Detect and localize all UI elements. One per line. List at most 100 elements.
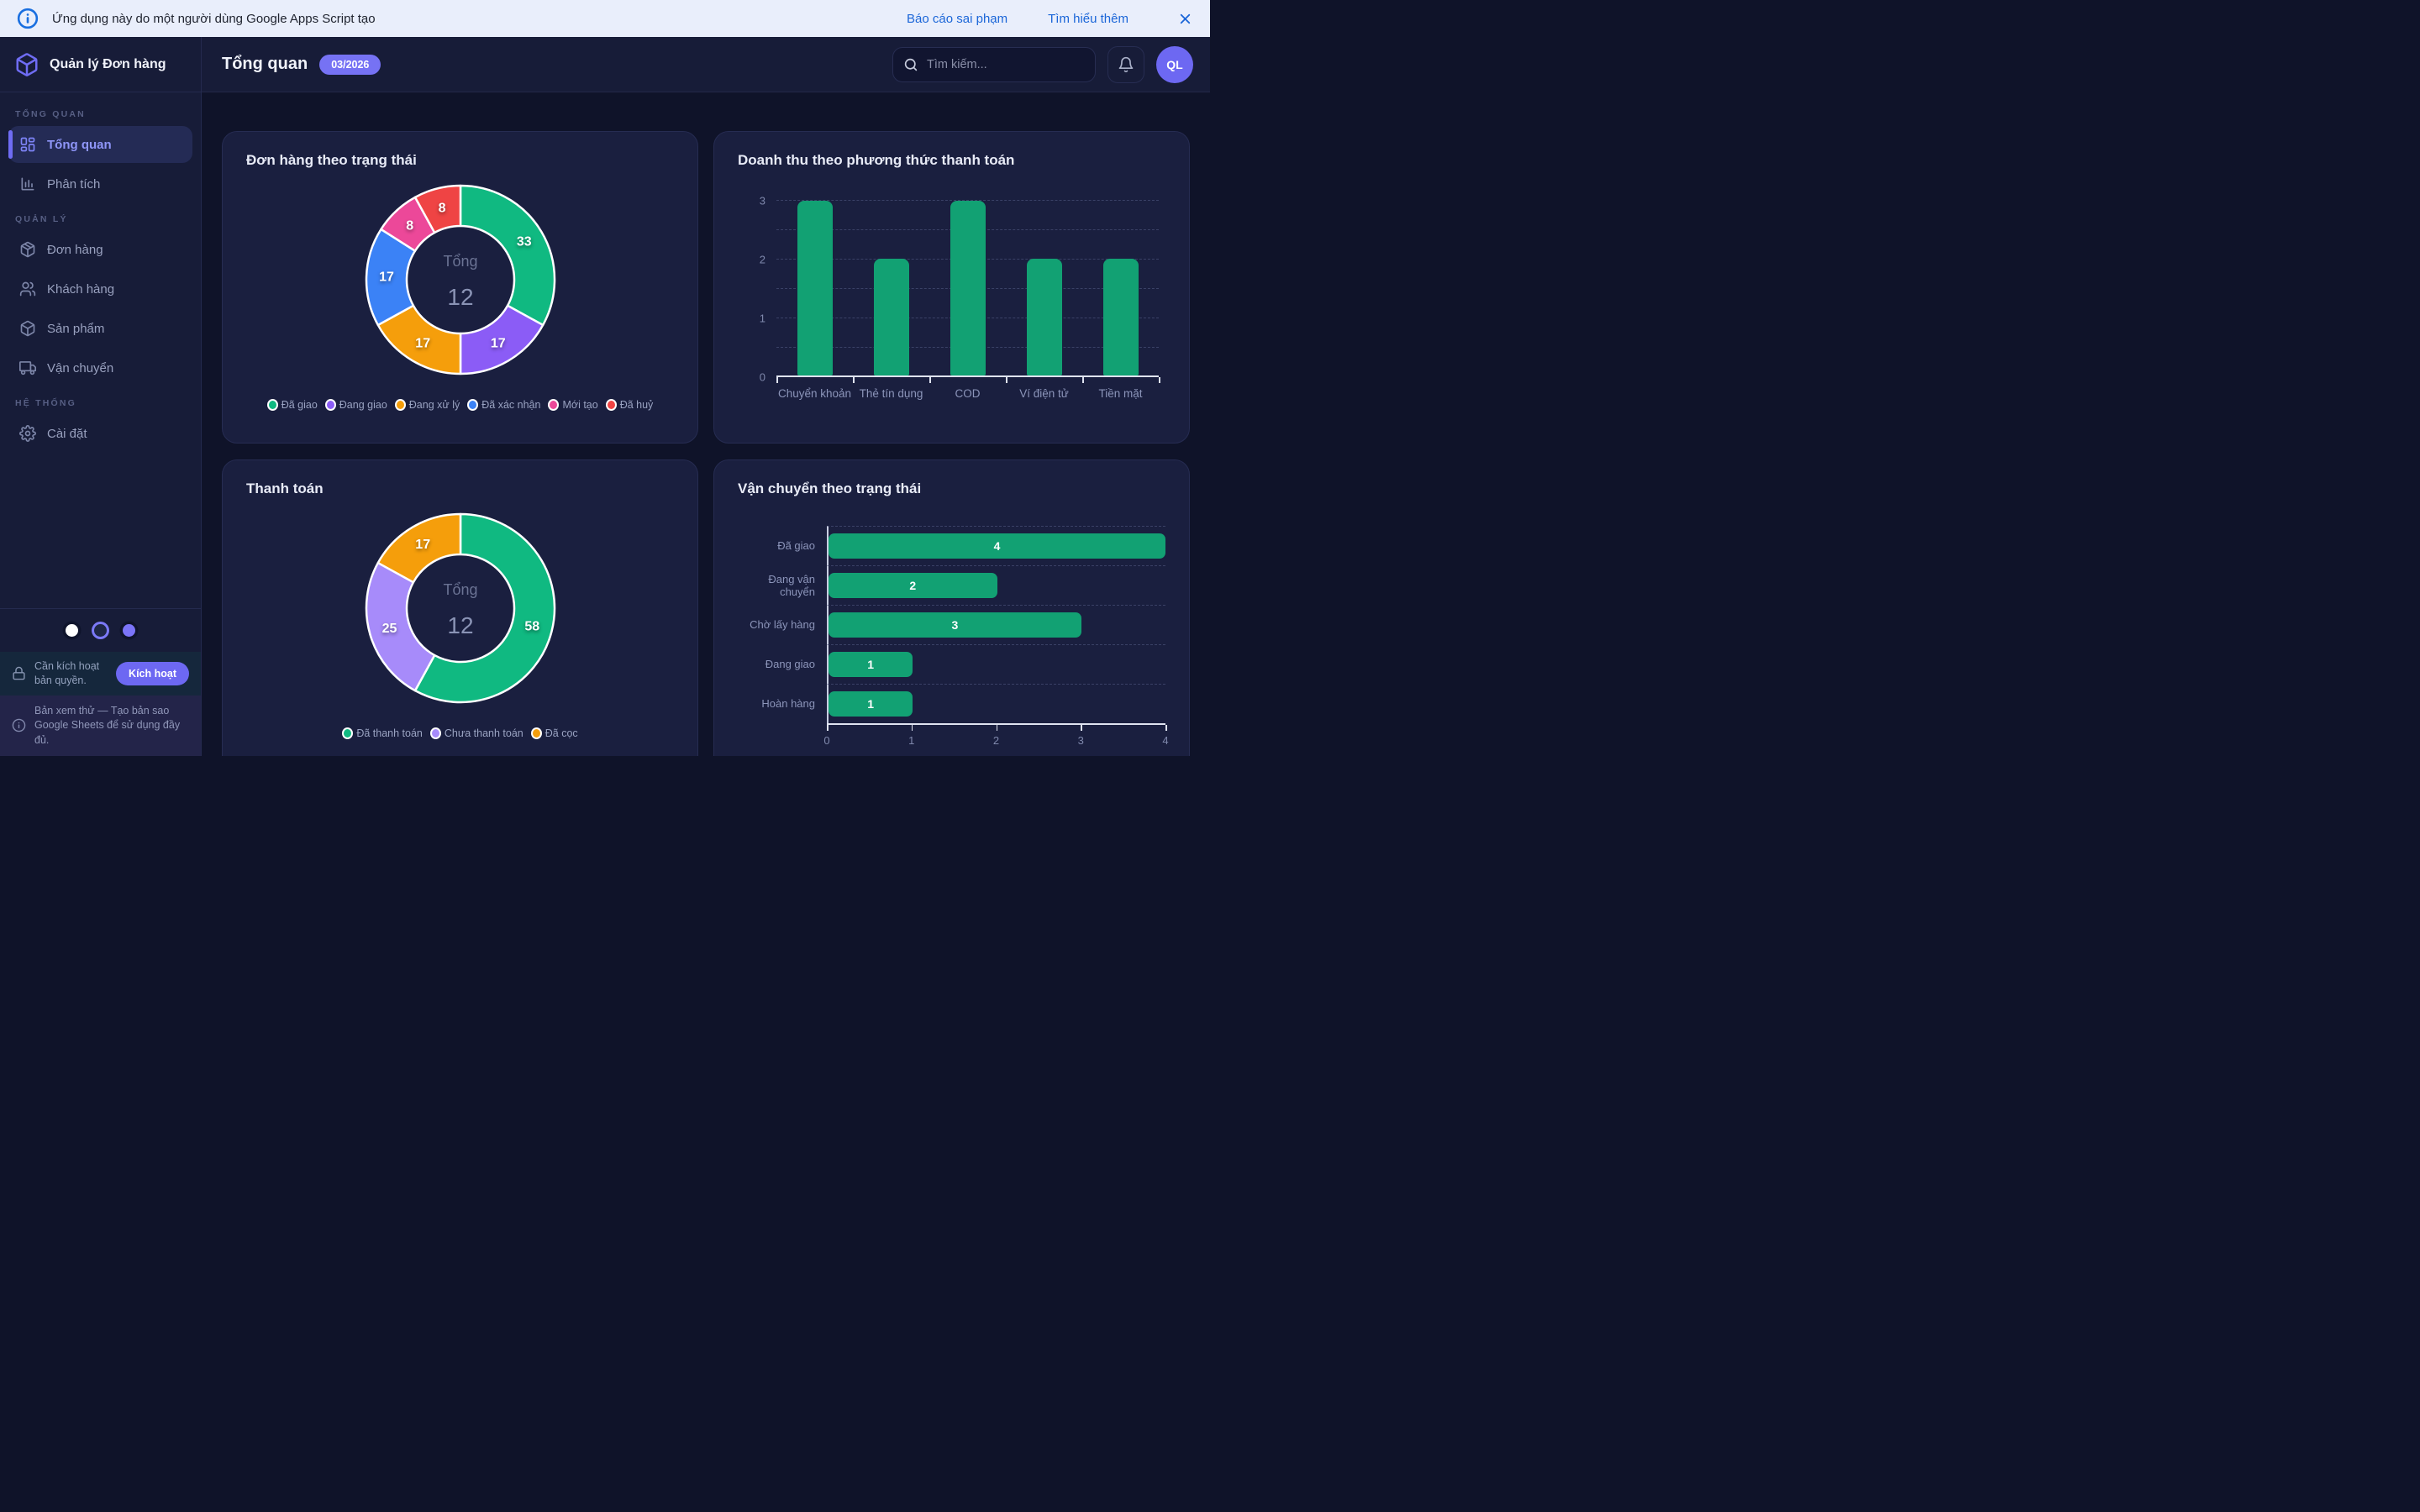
bar-value-label: 1 bbox=[867, 697, 875, 711]
donut-value-label: 17 bbox=[415, 538, 430, 552]
banner-text: Ứng dụng này do một người dùng Google Ap… bbox=[52, 11, 376, 26]
period-badge: 03/2026 bbox=[319, 54, 381, 75]
avatar[interactable]: QL bbox=[1156, 45, 1193, 83]
donut-segment-da-giao bbox=[459, 184, 555, 327]
x-tick bbox=[1159, 377, 1160, 383]
sidebar: Quản lý Đơn hàng TỔNG QUAN Tổng quan Phân … bbox=[0, 37, 202, 756]
donut-chart: Tổng 12 58 25 17 bbox=[365, 512, 555, 704]
theme-dot-1[interactable] bbox=[94, 623, 107, 637]
sidebar-item-san-pham[interactable]: Sản phẩm bbox=[8, 310, 192, 347]
legend-label: Đang xử lý bbox=[408, 399, 460, 411]
sidebar-item-label: Sản phẩm bbox=[47, 321, 105, 336]
bar-vi-dien-tu bbox=[1026, 259, 1062, 375]
x-tick-label: 2 bbox=[992, 734, 1000, 747]
x-tick bbox=[911, 725, 913, 731]
license-notice: Cần kích hoạt bản quyền. Kích hoạt bbox=[0, 651, 201, 696]
sidebar-item-tong-quan[interactable]: Tổng quan bbox=[8, 126, 192, 163]
legend-dot bbox=[605, 399, 617, 411]
y-category-label: Đã giao bbox=[777, 539, 815, 552]
legend-item-moi-tao: Mới tạo bbox=[548, 399, 598, 411]
x-tick-label: 0 bbox=[823, 734, 830, 747]
nav-section-label: QUẢN LÝ bbox=[15, 214, 68, 224]
sidebar-item-label: Phân tích bbox=[47, 176, 101, 192]
legend-label: Đã cọc bbox=[544, 727, 578, 739]
legend-dot bbox=[530, 727, 542, 739]
x-axis-labels: Chuyển khoản Thẻ tín dụng COD Ví điện tử Tiề… bbox=[776, 387, 1159, 400]
y-tick-label: 0 bbox=[759, 370, 765, 384]
x-tick bbox=[1165, 725, 1167, 731]
box-icon bbox=[19, 320, 36, 337]
hbar-track: 2 bbox=[827, 565, 1165, 605]
sidebar-item-van-chuyen[interactable]: Vận chuyển bbox=[8, 349, 192, 386]
sidebar-nav: TỔNG QUAN Tổng quan Phân tích QUẢN LÝ Đơn hà… bbox=[0, 92, 201, 608]
notifications-button[interactable] bbox=[1107, 45, 1144, 83]
x-tick-label: 4 bbox=[1162, 734, 1169, 747]
cube-logo-icon bbox=[14, 52, 39, 77]
bar-cho-lay-hang-2: 3 bbox=[829, 612, 1081, 638]
chart-legend: Đã thanh toán Chưa thanh toán Đã cọc bbox=[246, 727, 674, 739]
theme-dot-2[interactable] bbox=[123, 623, 135, 637]
hbar-track: 1 bbox=[827, 644, 1165, 684]
donut-value-label: 8 bbox=[406, 218, 413, 233]
hbar-row: Đang giao 1 bbox=[738, 644, 1165, 684]
info-icon bbox=[17, 8, 39, 29]
y-tick-label: 3 bbox=[759, 194, 765, 207]
bar-chart-plot: 0 1 2 3 bbox=[760, 195, 1160, 384]
activate-button[interactable]: Kích hoạt bbox=[116, 661, 189, 685]
close-icon[interactable] bbox=[1177, 11, 1193, 27]
donut-segment-da-coc bbox=[376, 512, 461, 584]
trial-text: Bản xem thử — Tạo bản sao Google Sheets … bbox=[34, 704, 181, 746]
legend-dot bbox=[429, 727, 441, 739]
nav-section-label: HỆ THỐNG bbox=[15, 398, 77, 408]
x-tick-label: 1 bbox=[908, 734, 915, 747]
search-input[interactable] bbox=[927, 57, 1085, 71]
card-title: Đơn hàng theo trạng thái bbox=[246, 152, 417, 168]
donut-value-label: 8 bbox=[438, 201, 445, 215]
y-category-label: Đang vận chuyển bbox=[768, 572, 815, 598]
x-tick-label: COD bbox=[955, 387, 981, 400]
sidebar-item-label: Tổng quan bbox=[47, 137, 112, 152]
donut-value-label: 33 bbox=[516, 235, 531, 249]
gas-notice-banner: Ứng dụng này do một người dùng Google Ap… bbox=[0, 0, 1210, 37]
sidebar-item-phan-tich[interactable]: Phân tích bbox=[8, 165, 192, 202]
legend-dot bbox=[266, 399, 278, 411]
sidebar-item-don-hang[interactable]: Đơn hàng bbox=[8, 231, 192, 268]
sidebar-item-cai-dat[interactable]: Cài đặt bbox=[8, 415, 192, 452]
legend-label: Mới tạo bbox=[562, 399, 598, 411]
report-abuse-link[interactable]: Báo cáo sai phạm bbox=[907, 11, 1008, 26]
hbar-row: Chờ lấy hàng 3 bbox=[738, 605, 1165, 644]
bar-value-label: 1 bbox=[867, 658, 875, 671]
legend-item-da-xac-nhan: Đã xác nhận bbox=[467, 399, 540, 411]
legend-dot bbox=[467, 399, 479, 411]
y-category-label: Chờ lấy hàng bbox=[750, 618, 815, 631]
bar-value-label: 2 bbox=[909, 579, 917, 592]
donut-segment-da-thanh-toan bbox=[413, 512, 555, 704]
bell-icon bbox=[1118, 56, 1134, 73]
x-axis: 0 1 2 3 4 bbox=[738, 723, 1169, 748]
app-logo-row: Quản lý Đơn hàng bbox=[0, 37, 201, 92]
legend-dot bbox=[548, 399, 560, 411]
legend-dot bbox=[342, 727, 354, 739]
dashboard-grid: Đơn hàng theo trạng thái Tổng 12 33 17 17 17 8… bbox=[202, 92, 1210, 756]
legend-dot bbox=[394, 399, 406, 411]
sidebar-item-khach-hang[interactable]: Khách hàng bbox=[8, 270, 192, 307]
learn-more-link[interactable]: Tìm hiểu thêm bbox=[1048, 11, 1128, 26]
topbar: Tổng quan 03/2026 QL bbox=[202, 37, 1210, 92]
legend-label: Đã huỷ bbox=[619, 399, 654, 411]
bar-hoan-hang-4: 1 bbox=[829, 691, 913, 717]
bar-dang-giao-3: 1 bbox=[829, 652, 913, 677]
x-tick bbox=[1081, 725, 1082, 731]
hbar-chart-plot: Đã giao 4 Đang vận chuyển 2 Chờ lấy hàng 3 Đan… bbox=[738, 526, 1169, 748]
donut-value-label: 17 bbox=[415, 336, 430, 350]
theme-dot-0[interactable] bbox=[66, 623, 78, 637]
donut-value-label: 58 bbox=[524, 619, 539, 633]
hbar-row: Hoàn hàng 1 bbox=[738, 684, 1165, 723]
y-tick-label: 2 bbox=[759, 253, 765, 266]
sidebar-item-label: Khách hàng bbox=[47, 281, 115, 297]
card-title: Thanh toán bbox=[246, 480, 324, 496]
lock-icon bbox=[12, 666, 26, 680]
donut-center-value: 12 bbox=[447, 284, 473, 310]
grid-icon bbox=[19, 136, 36, 153]
nav-section-label: TỔNG QUAN bbox=[15, 109, 86, 119]
sidebar-item-label: Vận chuyển bbox=[47, 360, 114, 375]
